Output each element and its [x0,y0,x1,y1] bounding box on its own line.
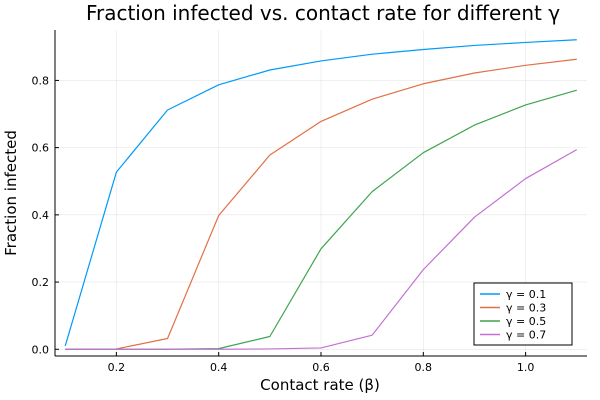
y-axis-label: Fraction infected [2,130,20,256]
y-tick-label: 0.4 [32,209,50,222]
chart-title: Fraction infected vs. contact rate for d… [86,1,560,25]
y-tick-label: 0.2 [32,276,50,289]
legend-label-4: γ = 0.7 [506,329,546,342]
y-tick-label: 0.8 [32,74,50,87]
x-axis-label: Contact rate (β) [260,376,380,394]
y-tick-label: 0.0 [32,343,50,356]
grid-lines [55,30,587,356]
series-line-4 [65,149,578,350]
x-tick-label: 0.6 [312,361,330,374]
series-lines [64,39,578,350]
x-tick-label: 0.4 [210,361,228,374]
series-line-1 [64,39,577,347]
legend: γ = 0.1γ = 0.3γ = 0.5γ = 0.7 [473,282,573,346]
series-line-2 [65,58,577,350]
x-tick-label: 0.2 [108,361,126,374]
legend-label-1: γ = 0.1 [506,288,546,301]
legend-label-3: γ = 0.5 [506,315,546,328]
y-tick-label: 0.6 [32,142,50,155]
legend-label-2: γ = 0.3 [506,302,546,315]
plot-frame [54,30,587,357]
x-tick-label: 0.8 [415,361,433,374]
x-tick-label: 1.0 [517,361,535,374]
tick-labels: 0.2 0.4 0.6 0.8 1.0 0.0 0.2 0.4 0.6 0.8 [32,74,535,374]
